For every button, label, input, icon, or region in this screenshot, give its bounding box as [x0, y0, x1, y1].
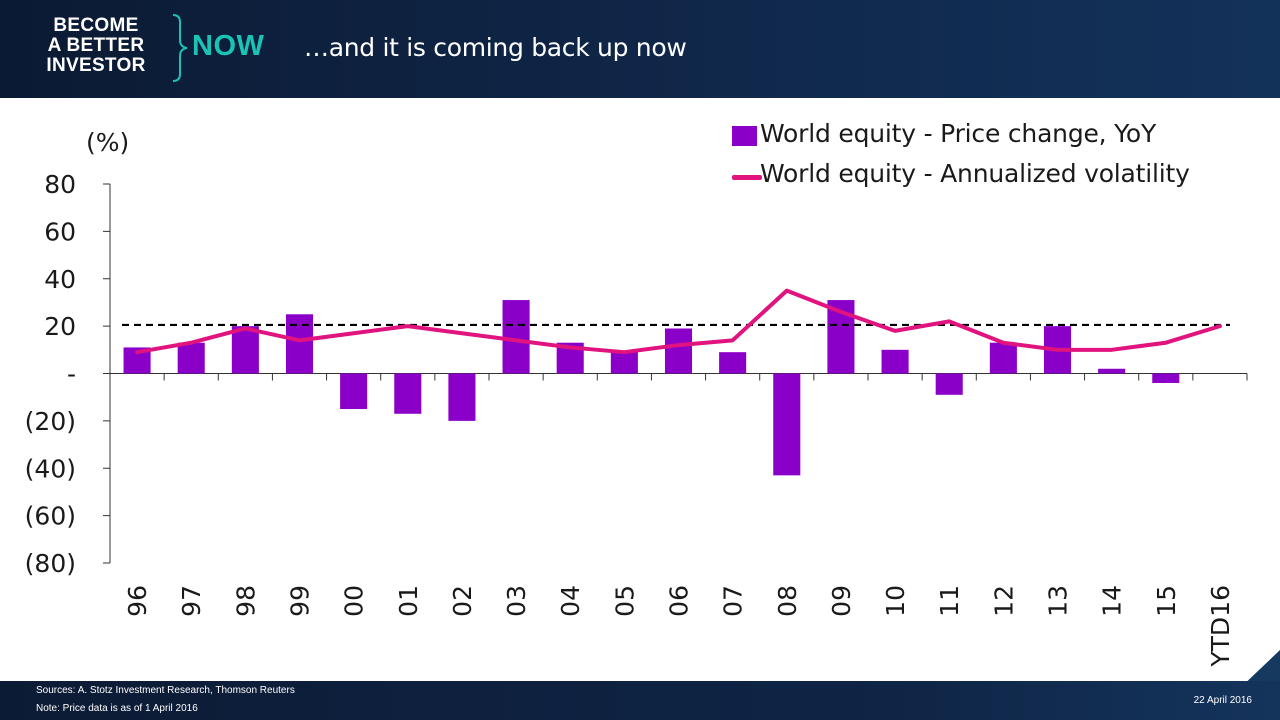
y-tick-label: 20: [44, 312, 76, 341]
y-tick-label: -: [67, 360, 76, 389]
legend-label-volatility: World equity - Annualized volatility: [760, 159, 1190, 188]
corner-decoration-icon: [1238, 650, 1280, 690]
footer-note: Note: Price data is as of 1 April 2016: [36, 703, 198, 714]
y-unit-label: (%): [86, 128, 129, 157]
logo-now: NOW: [192, 30, 265, 62]
x-tick-label: 01: [394, 585, 423, 617]
x-tick-label: 96: [123, 585, 152, 617]
bar: [881, 349, 909, 374]
legend-swatch-line: [732, 175, 762, 180]
bar: [719, 352, 747, 374]
x-tick-label: 98: [231, 585, 260, 617]
legend-label-price-change: World equity - Price change, YoY: [760, 119, 1157, 148]
volatility-line-series: [135, 288, 1222, 355]
x-tick-label: 08: [773, 585, 802, 617]
bar: [177, 342, 205, 374]
x-tick-label: 15: [1152, 585, 1181, 617]
bar-series: [123, 300, 1180, 476]
y-tick-label: 40: [44, 265, 76, 294]
x-tick-label: 09: [827, 585, 856, 617]
x-tick-label: 02: [448, 585, 477, 617]
x-tick-label: 00: [340, 585, 369, 617]
y-tick-label: (80): [25, 549, 76, 578]
footer-sources: Sources: A. Stotz Investment Research, T…: [36, 685, 295, 696]
logo-line-2: A BETTER: [47, 35, 145, 56]
bar: [394, 373, 422, 414]
x-tick-label: 99: [286, 585, 315, 617]
x-tick-label: 05: [610, 585, 639, 617]
logo-brace-icon: [172, 14, 188, 82]
bar: [285, 314, 314, 374]
x-tick-label: 03: [502, 585, 531, 617]
bar: [231, 326, 259, 374]
logo-line-3: INVESTOR: [46, 55, 146, 76]
x-tick-label: 04: [556, 585, 585, 617]
x-axis: 96 97 98 99 00 01 02 03 04 05 06 07 08 09 10 11 12 13 14 15…: [109, 373, 1248, 668]
legend-swatch-bar: [732, 126, 757, 146]
logo-line-1: BECOME: [53, 15, 139, 36]
y-tick-label: (60): [25, 502, 76, 531]
chart: 80 60 40 20 - (20) (40) (60) (80) 96 97 98 99 00 01 02…: [25, 128, 1248, 668]
volatility-line: [135, 288, 1222, 355]
bar: [502, 300, 530, 374]
x-tick-label: 13: [1044, 585, 1073, 617]
x-tick-label: 10: [881, 585, 910, 617]
bar: [610, 352, 638, 374]
x-tick-label: 07: [719, 585, 748, 617]
x-tick-label: 14: [1098, 585, 1127, 617]
footer-date: 22 April 2016: [1193, 695, 1252, 706]
y-tick-label: 60: [44, 217, 76, 246]
bar: [448, 373, 476, 421]
x-tick-label: 12: [989, 585, 1018, 617]
page-title: …and it is coming back up now: [304, 33, 687, 62]
logo-text: BECOME A BETTER INVESTOR: [26, 16, 166, 76]
x-tick-label: 06: [665, 585, 694, 617]
y-axis: 80 60 40 20 - (20) (40) (60) (80): [25, 170, 111, 578]
bar: [773, 373, 801, 476]
y-tick-label: (40): [25, 454, 76, 483]
bar: [664, 328, 693, 374]
bar: [989, 342, 1017, 374]
header-banner: BECOME A BETTER INVESTOR NOW …and it is …: [0, 0, 1280, 98]
bar: [340, 373, 368, 410]
x-tick-label: 97: [177, 585, 206, 617]
bar: [935, 373, 963, 395]
y-tick-label: 80: [44, 170, 76, 199]
bar: [1152, 373, 1180, 383]
footer: Sources: A. Stotz Investment Research, T…: [0, 681, 1280, 720]
x-tick-label: 11: [935, 585, 964, 617]
x-tick-label: YTD16: [1206, 585, 1235, 668]
bar: [1098, 368, 1126, 374]
y-tick-label: (20): [25, 407, 76, 436]
